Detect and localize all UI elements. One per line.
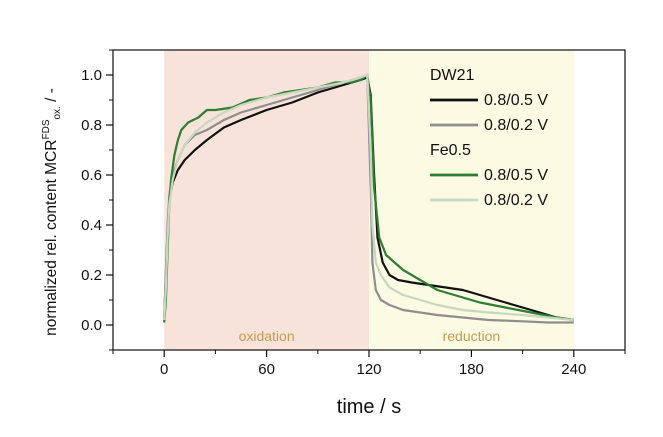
x-tick-label: 180 <box>459 361 484 378</box>
y-axis-label-main: normalized rel. content MCR <box>43 140 60 336</box>
y-tick-label: 0.4 <box>81 217 102 234</box>
legend: DW21 0.8/0.5 V 0.8/0.2 V Fe0.5 0.8/0.5 V 0.8/… <box>430 67 548 209</box>
y-axis-label-subscript: ox. <box>52 106 63 119</box>
legend-label: 0.8/0.2 V <box>484 192 548 209</box>
x-tick-label: 60 <box>258 361 275 378</box>
series-layer <box>163 73 574 324</box>
region-label-oxidation: oxidation <box>239 328 295 344</box>
y-tick-label: 1.0 <box>81 67 102 84</box>
series-line-Fe0.5-3 <box>163 73 574 322</box>
legend-label: 0.8/0.5 V <box>484 92 548 109</box>
region-oxidation <box>164 50 369 350</box>
y-axis-label-superscript: FDS <box>41 119 52 139</box>
y-tick-label: 0.6 <box>81 167 102 184</box>
y-tick-label: 0.0 <box>81 317 102 334</box>
legend-label: 0.8/0.2 V <box>484 117 548 134</box>
y-axis: 0.0 0.2 0.4 0.6 0.8 1.0 <box>81 49 113 351</box>
y-tick-label: 0.2 <box>81 267 102 284</box>
legend-group-title: Fe0.5 <box>430 142 471 159</box>
x-tick-label: 0 <box>160 361 168 378</box>
y-axis-label-tail: / - <box>43 88 60 106</box>
y-axis-label: normalized rel. content MCRFDSox. / - <box>41 88 63 336</box>
legend-group-title: DW21 <box>430 67 475 84</box>
legend-label: 0.8/0.5 V <box>484 167 548 184</box>
x-axis-label: time / s <box>337 396 401 418</box>
region-label-reduction: reduction <box>443 328 501 344</box>
y-tick-label: 0.8 <box>81 117 102 134</box>
x-tick-label: 240 <box>561 361 586 378</box>
x-axis: 0 60 120 180 240 <box>112 350 626 378</box>
x-tick-label: 120 <box>356 361 381 378</box>
